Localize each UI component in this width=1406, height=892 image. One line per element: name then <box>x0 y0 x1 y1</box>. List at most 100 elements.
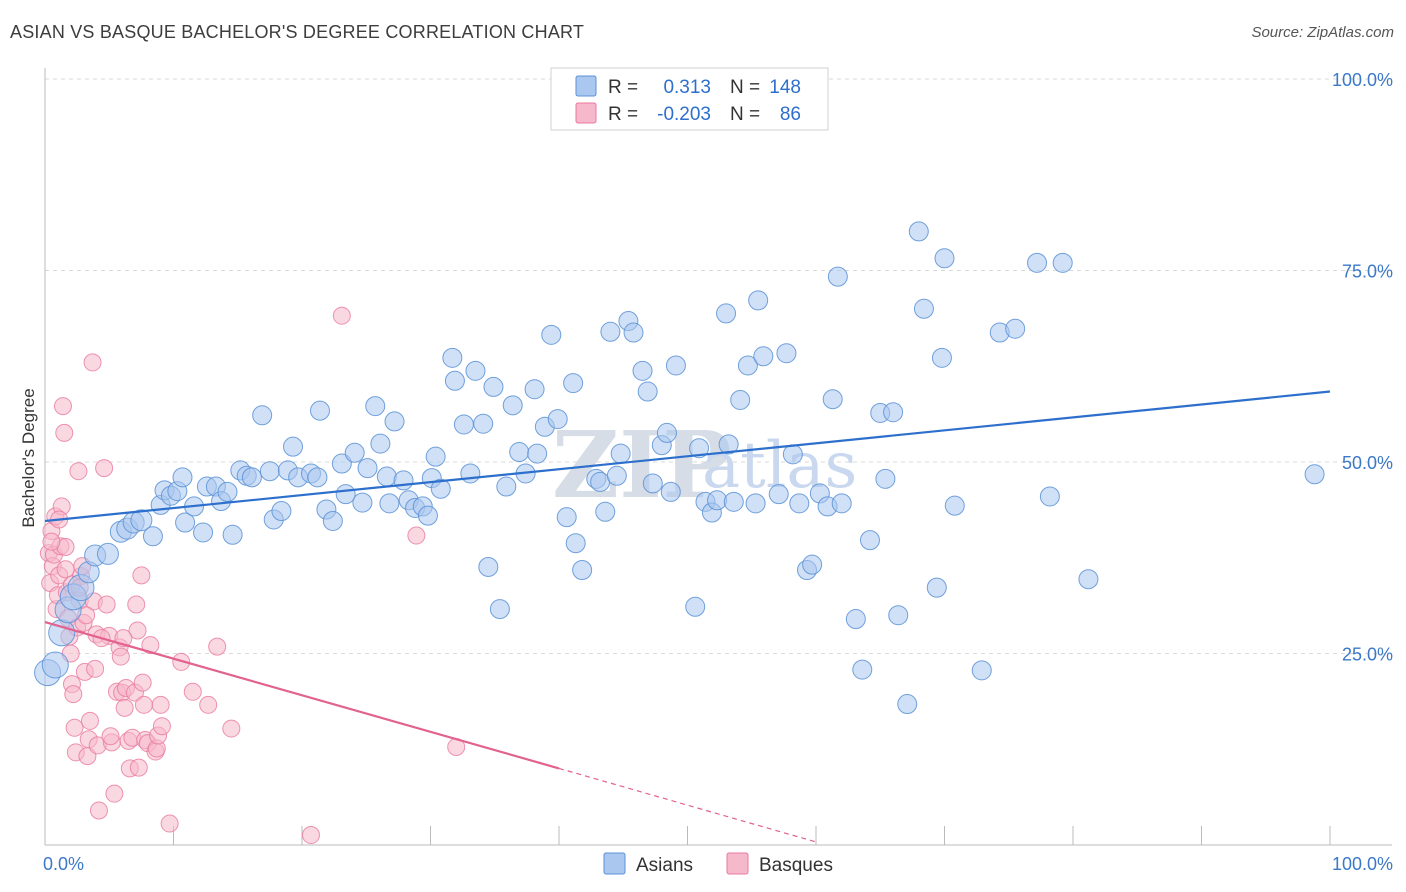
asians-point <box>142 526 163 547</box>
asians-point <box>753 346 774 367</box>
asians-point <box>802 554 823 575</box>
chart-source: Source: ZipAtlas.com <box>1251 24 1394 41</box>
asians-stats-swatch <box>575 75 597 97</box>
y-tick-label: 25.0% <box>1342 645 1393 665</box>
asians-point <box>379 493 400 514</box>
basques-point <box>407 526 426 545</box>
asians-point <box>283 436 304 457</box>
asians-point <box>908 221 929 242</box>
asians-point <box>723 491 744 512</box>
asians-point <box>931 347 952 368</box>
asians-point <box>606 465 627 486</box>
basques-point <box>83 353 102 372</box>
asians-point <box>707 490 728 511</box>
asians-point <box>335 484 356 505</box>
basques-point <box>133 673 152 692</box>
basques-n-value: 86 <box>780 104 801 125</box>
asians-point <box>130 509 153 532</box>
basques-point <box>56 560 75 579</box>
asians-point <box>565 533 586 554</box>
asians-point <box>748 290 769 311</box>
asians-point <box>252 405 273 426</box>
series-legend: Asians Basques <box>603 852 833 876</box>
asians-point <box>610 443 631 464</box>
asians-point <box>222 524 243 545</box>
basques-point <box>101 727 120 746</box>
asians-point <box>1005 318 1026 339</box>
asians-n-label: N = <box>730 77 760 98</box>
stats-legend: R = 0.313 N = 148 R = -0.203 N = 86 <box>550 67 829 131</box>
basques-point <box>105 784 124 803</box>
asians-point <box>393 470 414 491</box>
asians-point <box>563 373 584 394</box>
asians-point <box>453 414 474 435</box>
asians-point <box>473 413 494 434</box>
basques-point <box>80 711 99 730</box>
asians-point <box>425 446 446 467</box>
asians-point <box>782 444 803 465</box>
basques-trend-line <box>44 621 560 770</box>
basques-point <box>64 685 83 704</box>
basques-point <box>129 758 148 777</box>
asians-point <box>737 355 758 376</box>
asians-point <box>776 343 797 364</box>
asians-point <box>478 556 499 577</box>
basques-point <box>208 637 227 656</box>
asians-point <box>665 355 686 376</box>
asians-point <box>897 694 918 715</box>
basques-point <box>89 801 108 820</box>
asians-point <box>376 466 397 487</box>
asians-point <box>175 512 196 533</box>
y-axis-title: Bachelor's Degree <box>19 388 38 527</box>
asians-point <box>827 266 848 287</box>
asians-point <box>384 411 405 432</box>
asians-point <box>730 389 751 410</box>
asians-point <box>442 347 463 368</box>
asians-point <box>41 651 69 679</box>
basques-point <box>132 566 151 585</box>
asians-point <box>1304 464 1325 485</box>
asians-point <box>1078 569 1099 590</box>
y-tick-label: 50.0% <box>1342 453 1393 473</box>
basques-r-label: R = <box>608 104 638 125</box>
asians-point <box>685 596 706 617</box>
asians-point <box>660 481 681 502</box>
asians-point <box>444 370 465 391</box>
asians-point <box>370 433 391 454</box>
trend-lines <box>44 390 1331 843</box>
asians-point <box>944 495 965 516</box>
asians-point <box>934 248 955 269</box>
asians-point <box>259 461 280 482</box>
x-tick-labels: 0.0% 100.0% <box>43 854 1393 874</box>
basques-point <box>332 306 351 325</box>
basques-point <box>53 397 72 416</box>
y-tick-label: 100.0% <box>1332 70 1393 90</box>
asians-point <box>496 476 517 497</box>
asians-point <box>556 507 577 528</box>
basques-point <box>199 695 218 714</box>
basques-series <box>39 306 466 845</box>
y-tick-label: 75.0% <box>1342 262 1393 282</box>
x-tick-label: 0.0% <box>43 854 84 874</box>
asians-point <box>590 471 611 492</box>
asians-point <box>322 510 343 531</box>
asians-point <box>465 360 486 381</box>
asians-trend-line <box>44 390 1331 523</box>
basques-point <box>183 682 202 701</box>
basques-legend-swatch <box>726 852 749 875</box>
asians-point <box>172 467 193 488</box>
basques-point <box>222 719 241 738</box>
asians-point <box>623 322 644 343</box>
asians-point <box>745 493 766 514</box>
y-tick-labels: 25.0% 50.0% 75.0% 100.0% <box>1332 70 1393 665</box>
basques-point <box>69 462 88 481</box>
asians-point <box>595 501 616 522</box>
asians-point <box>193 522 214 543</box>
basques-point <box>127 595 146 614</box>
asians-series <box>34 221 1325 715</box>
asians-point <box>547 409 568 430</box>
asians-point <box>483 376 504 397</box>
asians-point <box>718 434 739 455</box>
asians-point <box>307 467 328 488</box>
asians-point <box>1027 252 1048 273</box>
